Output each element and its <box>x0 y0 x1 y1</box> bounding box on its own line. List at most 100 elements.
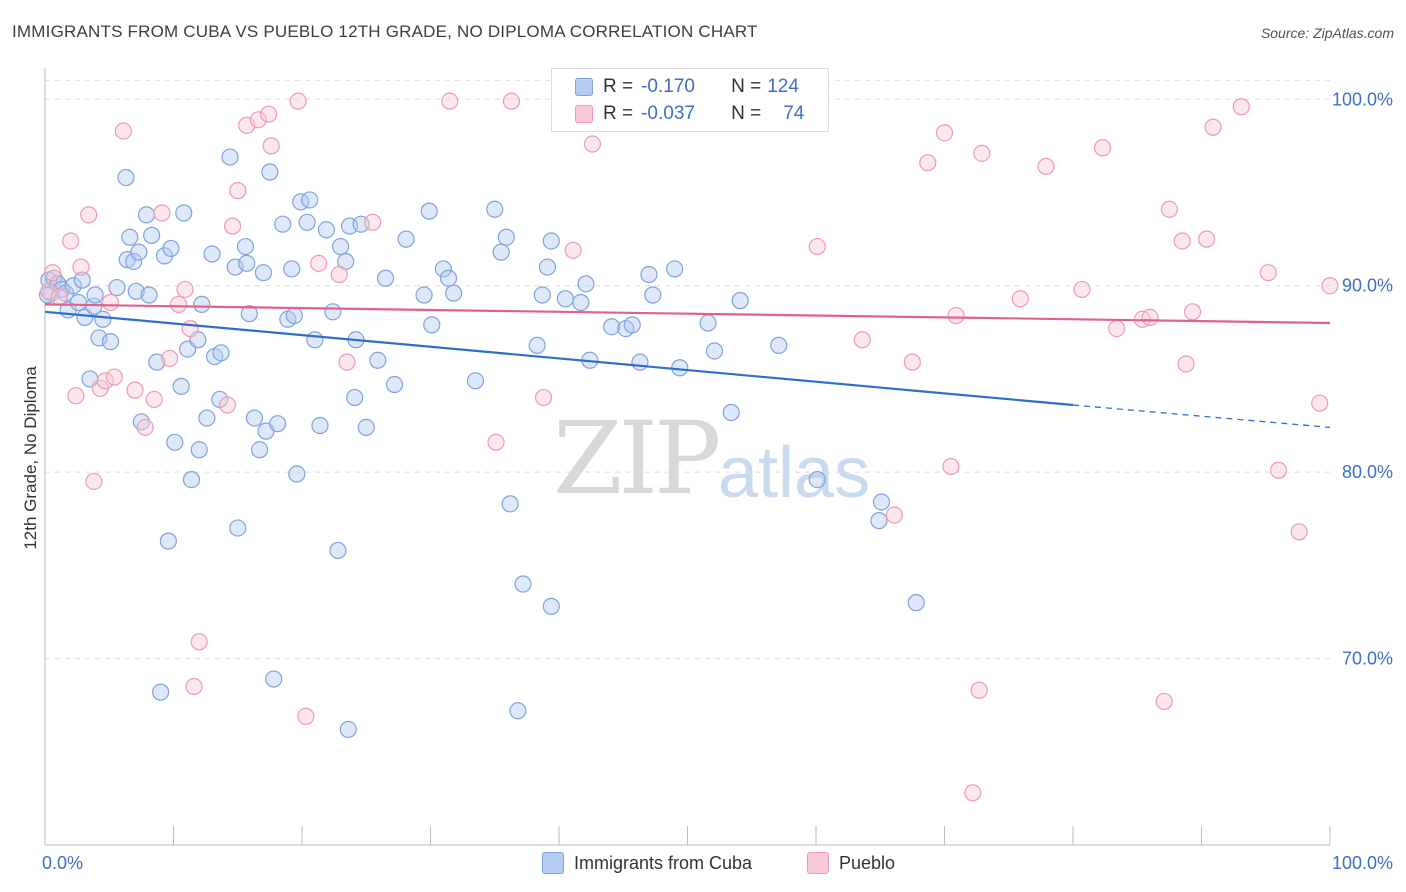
data-point-cuba <box>577 275 595 293</box>
data-point-pueblo <box>289 92 307 110</box>
data-point-pueblo <box>903 353 921 371</box>
data-point-cuba <box>236 237 255 256</box>
data-point-pueblo <box>338 353 356 371</box>
data-point-cuba <box>722 403 740 422</box>
data-point-pueblo <box>1204 118 1222 136</box>
y-tick-label: 70.0% <box>1342 649 1393 669</box>
data-point-pueblo <box>153 204 171 222</box>
data-point-pueblo <box>176 280 194 299</box>
data-point-pueblo <box>126 381 144 399</box>
data-point-pueblo <box>218 396 237 414</box>
data-point-cuba <box>306 331 324 349</box>
data-point-pueblo <box>249 111 267 129</box>
stats-legend: R = -0.170 N = 124 R = -0.037 N = 74 <box>551 68 829 132</box>
data-point-cuba <box>298 213 316 231</box>
data-point-pueblo <box>330 265 348 284</box>
series-legend-pueblo[interactable]: Pueblo <box>807 852 895 874</box>
data-point-pueblo <box>964 784 982 802</box>
data-point-cuba <box>108 278 126 297</box>
data-point-cuba <box>572 293 590 312</box>
data-point-cuba <box>172 377 190 395</box>
legend-n-label: N = <box>731 76 762 97</box>
data-point-pueblo <box>1290 523 1308 541</box>
trend-lines <box>44 303 1331 429</box>
data-point-pueblo <box>564 241 582 259</box>
data-point-cuba <box>870 512 888 530</box>
data-point-pueblo <box>853 331 871 349</box>
data-point-cuba <box>640 265 658 284</box>
data-point-cuba <box>73 271 91 289</box>
data-point-cuba <box>152 683 170 701</box>
data-point-cuba <box>466 372 485 390</box>
data-point-cuba <box>94 310 112 328</box>
data-point-cuba <box>86 286 104 304</box>
legend-row-cuba: R = -0.170 N = 124 <box>552 73 799 101</box>
data-point-cuba <box>623 316 641 334</box>
data-point-pueblo <box>1311 394 1329 412</box>
data-point-pueblo <box>808 237 826 256</box>
data-point-cuba <box>423 316 441 334</box>
data-point-pueblo <box>229 182 247 200</box>
series-legend-swatch-pueblo <box>807 852 829 874</box>
data-point-cuba <box>193 295 211 313</box>
series-pueblo-points <box>40 92 1339 802</box>
data-point-pueblo <box>136 418 154 436</box>
data-point-pueblo <box>1173 232 1191 250</box>
series-legend-label-pueblo: Pueblo <box>839 852 896 873</box>
tick-labels: 70.0% 80.0% 90.0% 100.0% 0.0% 100.0% <box>42 89 1393 873</box>
data-point-pueblo <box>105 368 123 386</box>
data-point-cuba <box>221 148 239 166</box>
data-point-cuba <box>397 230 415 248</box>
data-point-cuba <box>285 306 303 325</box>
data-point-pueblo <box>259 105 278 123</box>
series-cuba-points <box>38 148 925 739</box>
data-point-pueblo <box>1183 303 1202 321</box>
data-point-pueblo <box>50 288 68 306</box>
data-point-cuba <box>538 258 557 276</box>
data-point-cuba <box>445 284 463 302</box>
legend-r-value-pueblo: -0.037 <box>641 103 695 124</box>
data-point-pueblo <box>441 92 459 110</box>
data-point-cuba <box>250 441 269 459</box>
data-point-pueblo <box>72 258 90 276</box>
data-point-cuba <box>492 243 510 261</box>
data-point-cuba <box>238 254 256 272</box>
data-point-cuba <box>872 493 891 511</box>
data-point-cuba <box>770 336 788 354</box>
data-point-cuba <box>731 292 749 310</box>
data-point-cuba <box>175 204 193 222</box>
chart-title: IMMIGRANTS FROM CUBA VS PUEBLO 12TH GRAD… <box>12 22 758 41</box>
data-point-cuba <box>671 359 689 377</box>
data-point-cuba <box>265 670 283 688</box>
watermark-zip: ZIP <box>553 400 721 517</box>
data-point-pueblo <box>62 232 80 250</box>
data-point-cuba <box>514 575 532 593</box>
data-point-pueblo <box>942 457 960 476</box>
data-point-cuba <box>528 336 546 354</box>
data-point-cuba <box>699 314 717 332</box>
axes <box>44 68 1331 846</box>
data-point-pueblo <box>310 254 328 272</box>
data-point-cuba <box>288 465 306 483</box>
data-point-cuba <box>542 597 560 615</box>
legend-r-label: R = <box>603 76 634 97</box>
data-point-pueblo <box>1155 692 1173 711</box>
data-point-cuba <box>301 191 319 209</box>
data-point-cuba <box>324 303 342 321</box>
data-point-cuba <box>64 277 82 295</box>
data-point-pueblo <box>297 707 315 725</box>
data-point-pueblo <box>145 390 163 409</box>
y-tick-label: 80.0% <box>1342 462 1393 482</box>
data-point-pueblo <box>96 372 114 390</box>
data-point-cuba <box>190 441 208 459</box>
trend-line-pueblo <box>44 303 1331 325</box>
data-point-pueblo <box>1160 200 1178 218</box>
series-legend-cuba[interactable]: Immigrants from Cuba <box>542 852 752 874</box>
data-point-pueblo <box>1093 139 1112 157</box>
legend-swatch-cuba <box>575 78 593 96</box>
data-point-cuba <box>317 221 336 239</box>
data-point-pueblo <box>1108 319 1126 338</box>
data-point-pueblo <box>181 319 199 338</box>
data-point-pueblo <box>973 144 991 162</box>
data-point-cuba <box>140 286 158 304</box>
